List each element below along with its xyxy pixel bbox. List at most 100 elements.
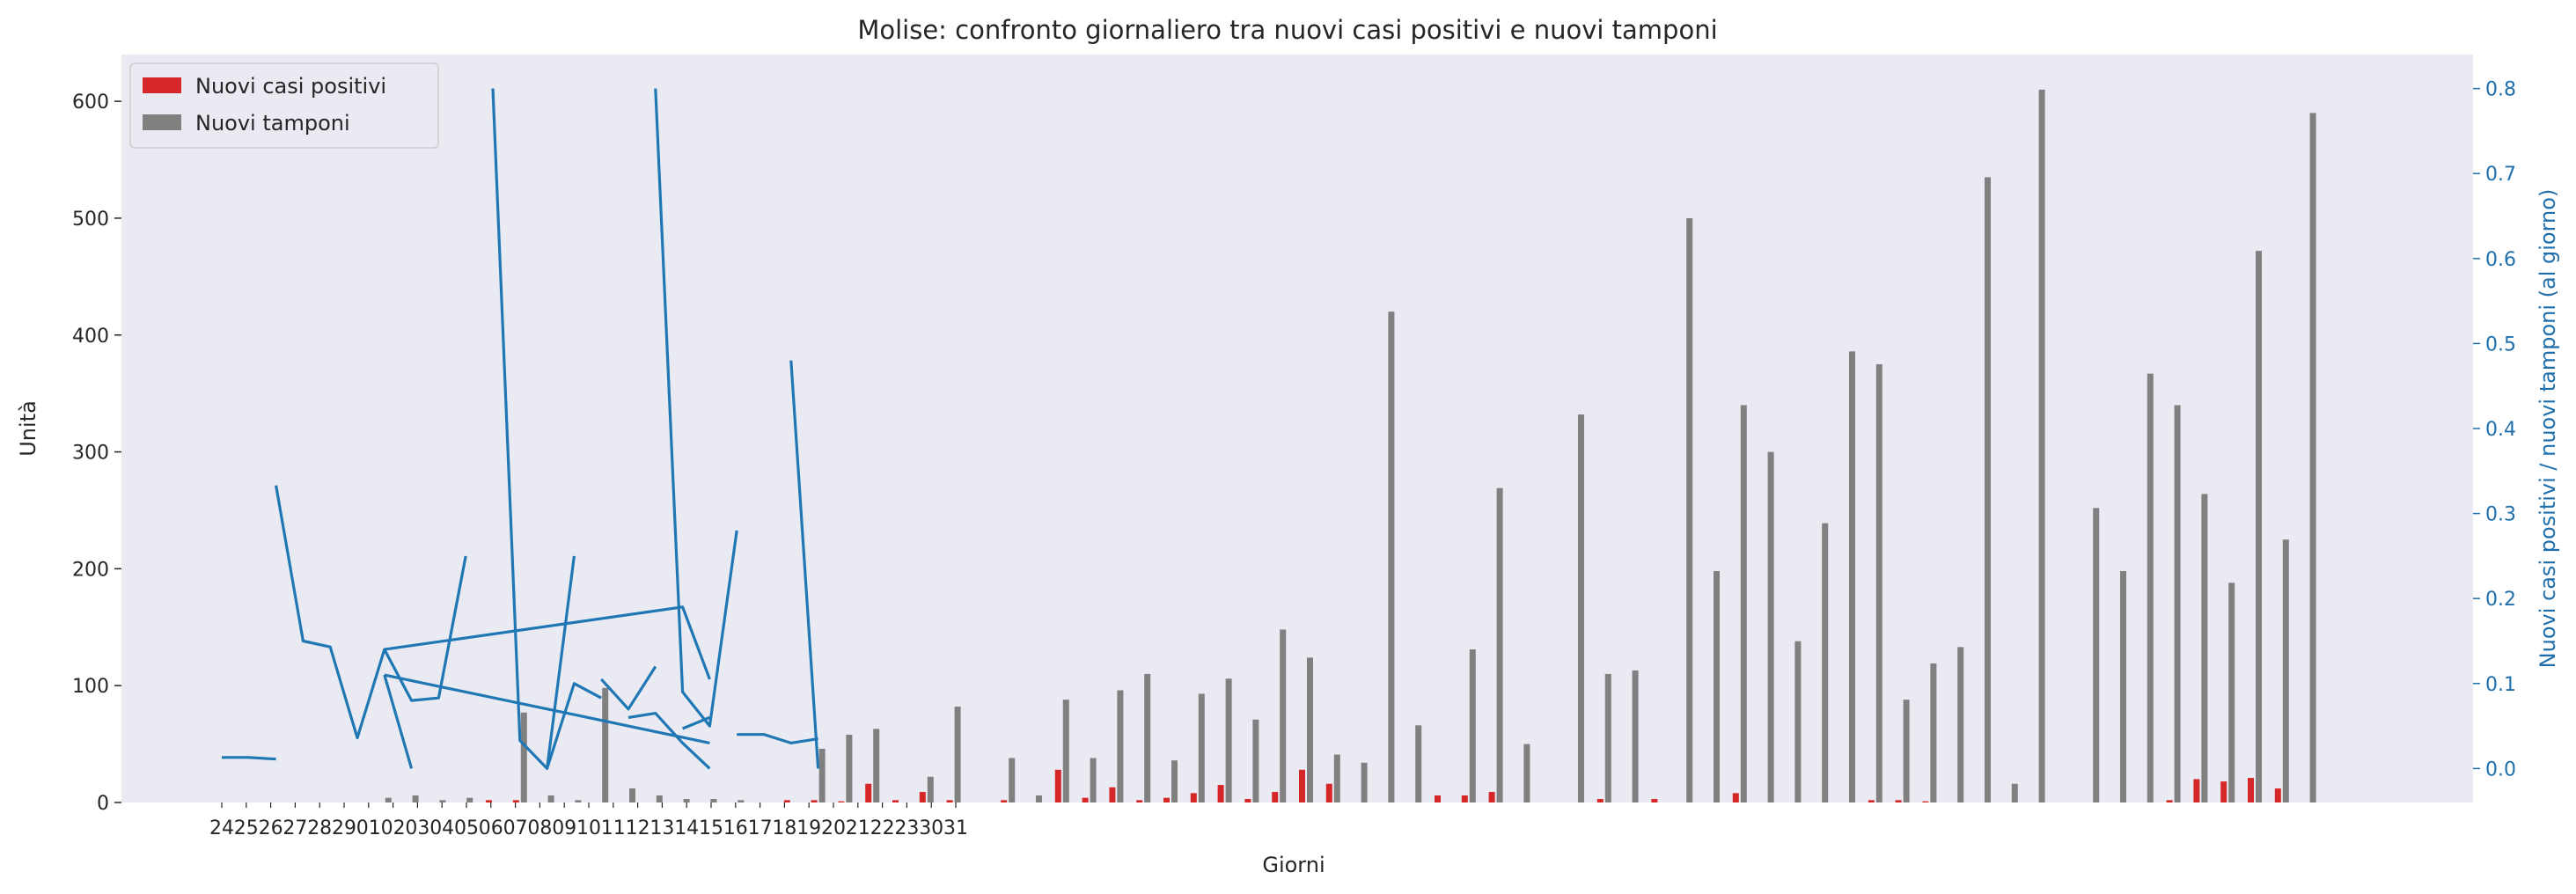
bar-tamponi-40 [1307, 657, 1313, 802]
x-tick-label-9: 04 [429, 817, 454, 839]
bar-positivi-53 [1651, 799, 1658, 802]
y2-axis-title: Nuovi casi positivi / nuovi tamponi (al … [2536, 189, 2560, 669]
bar-tamponi-32 [1090, 758, 1097, 802]
bar-tamponi-36 [1198, 693, 1205, 802]
ratio-line-layer [222, 88, 820, 771]
x-tick-label-1: 25 [234, 817, 259, 839]
ratio-line-segment-4 [546, 682, 602, 769]
x-tick-label-15: 10 [576, 817, 601, 839]
bar-tamponi-70 [2120, 571, 2126, 802]
bar-positivi-22 [811, 800, 818, 802]
x-tick-label-6: 01 [356, 817, 381, 839]
x-tick-label-10: 05 [454, 817, 479, 839]
x-tick-label-22: 17 [748, 817, 773, 839]
bar-tamponi-31 [1062, 700, 1069, 802]
bar-positivi-33 [1109, 787, 1116, 802]
bar-tamponi-60 [1849, 351, 1855, 802]
bar-tamponi-38 [1252, 719, 1259, 802]
bar-tamponi-29 [1009, 758, 1016, 802]
y2-tick-label-1: 0.1 [2485, 674, 2516, 696]
y2-tick-label-2: 0.2 [2485, 589, 2516, 611]
bar-positivi-29 [1001, 800, 1008, 802]
plot-area [121, 55, 2473, 802]
bar-positivi-32 [1082, 797, 1089, 802]
bar-tamponi-44 [1415, 725, 1422, 802]
bar-tamponi-72 [2174, 405, 2181, 802]
bar-positivi-61 [1868, 800, 1875, 802]
bar-tamponi-50 [1578, 414, 1584, 802]
x-tick-label-24: 19 [796, 817, 821, 839]
y2-tick-label-0: 0.0 [2485, 758, 2516, 780]
y2-tick-label-3: 0.3 [2485, 504, 2516, 526]
bar-tamponi-19 [738, 800, 745, 802]
ratio-line-segment-6 [627, 711, 711, 770]
bar-tamponi-74 [2228, 583, 2235, 802]
x-tick-label-0: 24 [209, 817, 234, 839]
x-tick-label-7: 02 [381, 817, 406, 839]
x-tick-label-19: 14 [674, 817, 699, 839]
y-tick-label-500: 500 [72, 209, 109, 231]
x-tick-label-30: 31 [943, 817, 968, 839]
legend: Nuovi casi positivi Nuovi tamponi [129, 62, 439, 149]
bar-tamponi-46 [1469, 649, 1476, 802]
bar-tamponi-51 [1604, 673, 1611, 802]
bar-tamponi-56 [1740, 405, 1747, 802]
bar-tamponi-6 [385, 797, 392, 802]
ratio-line-segment-8 [384, 605, 711, 680]
bar-positivi-31 [1054, 769, 1061, 802]
bar-positivi-73 [2193, 779, 2200, 802]
bar-tamponi-62 [1903, 700, 1910, 802]
x-tick-label-13: 08 [527, 817, 552, 839]
y2-tick-label-8: 0.8 [2485, 79, 2516, 101]
bar-tamponi-27 [954, 707, 961, 802]
y2-tick-label-4: 0.4 [2485, 419, 2516, 441]
bar-tamponi-16 [656, 795, 663, 802]
y-tick-label-0: 0 [97, 793, 109, 815]
bar-tamponi-43 [1388, 311, 1395, 802]
bar-tamponi-24 [873, 729, 880, 802]
bar-tamponi-76 [2282, 539, 2289, 802]
x-tick-label-2: 26 [259, 817, 283, 839]
bar-positivi-36 [1190, 793, 1197, 802]
y2-tick-label-7: 0.7 [2485, 164, 2516, 186]
bar-tamponi-9 [466, 797, 473, 802]
bar-positivi-34 [1136, 800, 1143, 802]
bar-tamponi-54 [1686, 217, 1693, 802]
bar-tamponi-34 [1144, 673, 1151, 802]
bar-tamponi-15 [629, 788, 635, 802]
bar-positivi-40 [1299, 769, 1305, 802]
bar-positivi-11 [512, 800, 519, 802]
y-tick-label-400: 400 [72, 326, 109, 348]
bar-tamponi-52 [1632, 670, 1639, 802]
x-tick-label-20: 15 [699, 817, 723, 839]
bar-tamponi-48 [1523, 744, 1530, 802]
bar-positivi-51 [1596, 799, 1604, 802]
legend-label-tamponi: Nuovi tamponi [195, 111, 350, 136]
ratio-line-segment-0 [222, 756, 276, 761]
bar-positivi-26 [919, 792, 926, 802]
bar-positivi-46 [1461, 795, 1468, 802]
bar-tamponi-11 [520, 712, 527, 802]
bar-tamponi-30 [1036, 795, 1042, 802]
bar-tamponi-47 [1496, 487, 1503, 802]
bar-tamponi-42 [1361, 762, 1368, 802]
y-tick-label-100: 100 [72, 676, 109, 698]
bar-tamponi-73 [2201, 494, 2208, 802]
legend-swatch-tamponi [143, 114, 181, 130]
bar-positivi-21 [783, 800, 790, 802]
bar-tamponi-13 [575, 800, 582, 802]
ratio-line-segment-2 [491, 88, 576, 771]
y-axis-right: 0.0 0.1 0.2 0.3 0.4 0.5 0.6 0.7 0.8 [2473, 79, 2516, 780]
bar-positivi-74 [2220, 781, 2227, 802]
bar-tamponi-17 [683, 799, 690, 802]
bar-positivi-47 [1488, 792, 1495, 802]
x-tick-label-18: 13 [650, 817, 674, 839]
x-tick-label-12: 07 [503, 817, 528, 839]
bar-positivi-25 [892, 800, 899, 802]
bar-tamponi-22 [818, 748, 826, 802]
legend-swatch-positivi [143, 77, 181, 93]
bar-positivi-39 [1272, 792, 1279, 802]
y-axis-left: 0 100 200 300 400 500 600 [72, 92, 121, 815]
bar-positivi-27 [946, 800, 953, 802]
